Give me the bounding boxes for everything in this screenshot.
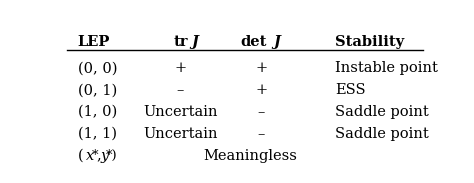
Text: Instable point: Instable point bbox=[335, 61, 438, 75]
Text: (1, 1): (1, 1) bbox=[78, 127, 117, 141]
Text: Uncertain: Uncertain bbox=[143, 105, 218, 119]
Text: –: – bbox=[257, 127, 265, 141]
Text: Saddle point: Saddle point bbox=[335, 127, 428, 141]
Text: Uncertain: Uncertain bbox=[143, 127, 218, 141]
Text: +: + bbox=[255, 83, 267, 97]
Text: (0, 1): (0, 1) bbox=[78, 83, 117, 97]
Text: x: x bbox=[86, 149, 94, 163]
Text: *): *) bbox=[106, 149, 118, 162]
Text: +: + bbox=[255, 61, 267, 75]
Text: (1, 0): (1, 0) bbox=[78, 105, 117, 119]
Text: *: * bbox=[91, 149, 98, 162]
Text: –: – bbox=[177, 83, 184, 97]
Text: ,: , bbox=[97, 149, 101, 163]
Text: LEP: LEP bbox=[78, 35, 110, 49]
Text: Meaningless: Meaningless bbox=[203, 149, 297, 163]
Text: J: J bbox=[273, 35, 280, 49]
Text: tr: tr bbox=[173, 35, 188, 49]
Text: –: – bbox=[257, 105, 265, 119]
Text: +: + bbox=[174, 61, 187, 75]
Text: J: J bbox=[191, 35, 198, 49]
Text: y: y bbox=[101, 149, 109, 163]
Text: (0, 0): (0, 0) bbox=[78, 61, 117, 75]
Text: Saddle point: Saddle point bbox=[335, 105, 428, 119]
Text: det: det bbox=[241, 35, 267, 49]
Text: (: ( bbox=[78, 149, 83, 163]
Text: ESS: ESS bbox=[335, 83, 365, 97]
Text: Stability: Stability bbox=[335, 35, 404, 49]
